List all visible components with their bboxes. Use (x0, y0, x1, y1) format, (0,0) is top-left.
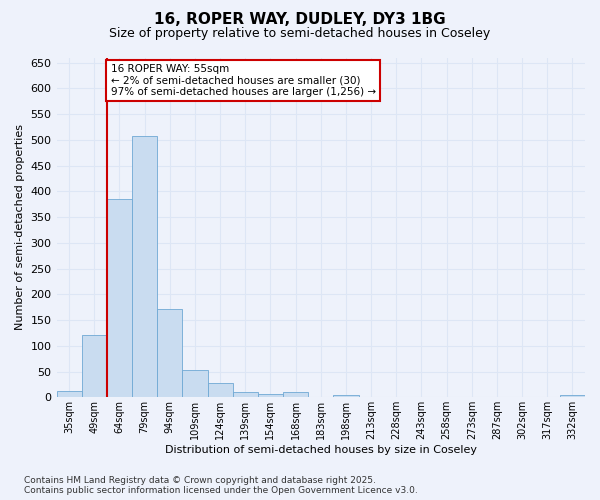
Bar (182, 370, 208, 398)
Text: Contains HM Land Registry data © Crown copyright and database right 2025.
Contai: Contains HM Land Registry data © Crown c… (24, 476, 418, 495)
Bar (56, 390, 82, 398)
Bar (283, 392, 308, 398)
Bar (208, 384, 233, 398)
Bar (334, 394, 359, 398)
Text: 16 ROPER WAY: 55sqm
← 2% of semi-detached houses are smaller (30)
97% of semi-de: 16 ROPER WAY: 55sqm ← 2% of semi-detache… (110, 64, 376, 97)
Bar (132, 136, 157, 398)
Bar (107, 199, 132, 398)
Bar (560, 394, 585, 398)
Text: Size of property relative to semi-detached houses in Coseley: Size of property relative to semi-detach… (109, 28, 491, 40)
Bar (258, 394, 283, 398)
Bar (82, 335, 107, 398)
Text: 16, ROPER WAY, DUDLEY, DY3 1BG: 16, ROPER WAY, DUDLEY, DY3 1BG (154, 12, 446, 28)
Y-axis label: Number of semi-detached properties: Number of semi-detached properties (15, 124, 25, 330)
Bar (233, 392, 258, 398)
Bar (157, 308, 182, 398)
X-axis label: Distribution of semi-detached houses by size in Coseley: Distribution of semi-detached houses by … (165, 445, 477, 455)
